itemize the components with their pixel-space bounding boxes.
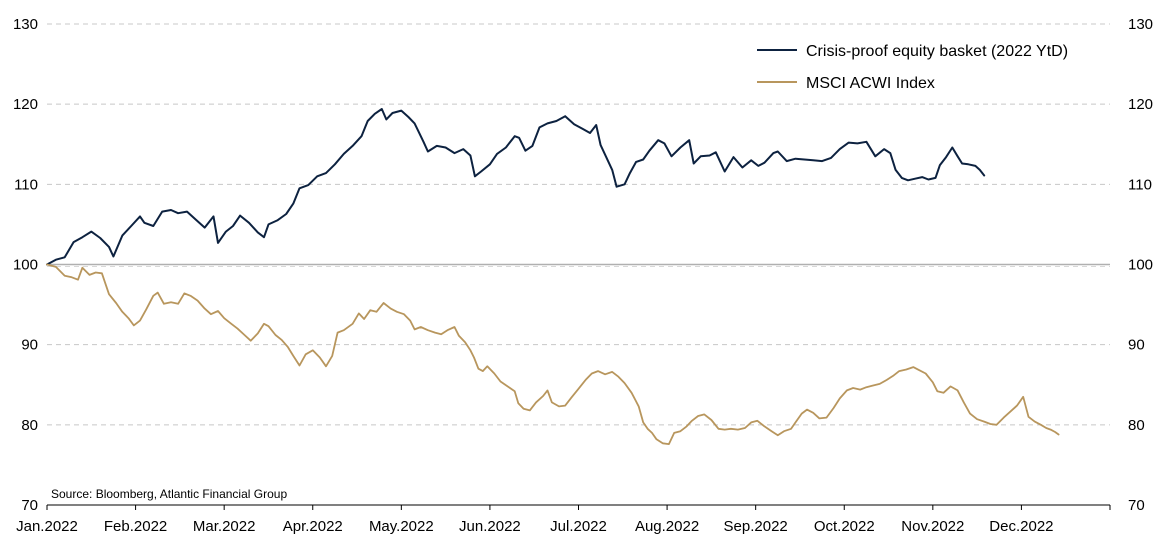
legend-label: MSCI ACWI Index (806, 75, 935, 92)
y-tick-label-left: 100 (13, 257, 38, 274)
y-axis-right: 70 80 90 100 110 120 130 (1128, 16, 1153, 514)
x-tick-label: Mar.2022 (193, 518, 256, 535)
y-tick-label-left: 70 (21, 497, 38, 514)
y-tick-label-right: 90 (1128, 337, 1145, 354)
y-tick-label-left: 120 (13, 96, 38, 113)
x-tick-label: Nov.2022 (901, 518, 964, 535)
y-axis-left: 70 80 90 100 110 120 130 (13, 16, 38, 514)
y-tick-label-left: 110 (14, 176, 38, 193)
legend-label: Crisis-proof equity basket (2022 YtD) (806, 43, 1068, 60)
y-tick-label-left: 90 (21, 337, 38, 354)
series-line-msci-acwi (46, 263, 1060, 445)
y-tick-label-right: 110 (1128, 176, 1152, 193)
y-tick-label-right: 130 (1128, 16, 1153, 33)
y-tick-label-left: 130 (13, 16, 38, 33)
y-tick-label-right: 70 (1128, 497, 1145, 514)
y-tick-label-left: 80 (21, 417, 38, 434)
legend: Crisis-proof equity basket (2022 YtD) MSC… (757, 43, 1068, 92)
x-tick-label: May.2022 (369, 518, 434, 535)
x-tick-label: Apr.2022 (283, 518, 343, 535)
y-tick-label-right: 80 (1128, 417, 1145, 434)
x-tick-label: Feb.2022 (104, 518, 167, 535)
x-tick-label: Dec.2022 (989, 518, 1053, 535)
x-tick-label: Jun.2022 (459, 518, 521, 535)
source-note: Source: Bloomberg, Atlantic Financial Gr… (51, 487, 287, 501)
y-tick-label-right: 120 (1128, 96, 1153, 113)
series-lines (46, 108, 1060, 445)
x-tick-label: Jan.2022 (16, 518, 78, 535)
series-line-crisis-proof-basket (46, 108, 986, 266)
x-tick-label: Aug.2022 (635, 518, 699, 535)
x-tick-label: Oct.2022 (814, 518, 875, 535)
gridlines (47, 23, 1110, 426)
x-tick-label: Jul.2022 (550, 518, 607, 535)
x-axis: Jan.2022 Feb.2022 Mar.2022 Apr.2022 May.2022… (16, 504, 1111, 535)
y-tick-label-right: 100 (1128, 257, 1153, 274)
x-tick-label: Sep.2022 (724, 518, 788, 535)
baseline-100 (47, 263, 1110, 267)
